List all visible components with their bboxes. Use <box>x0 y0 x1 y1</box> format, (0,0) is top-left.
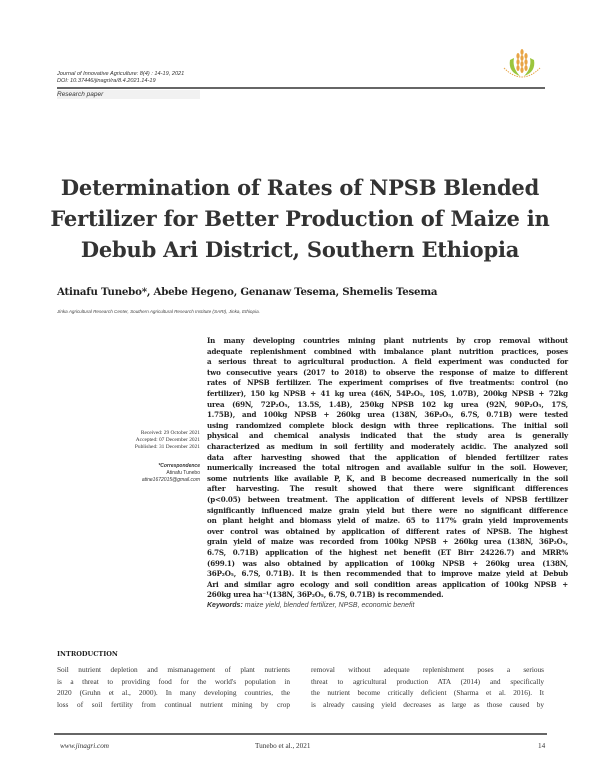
correspondence-email[interactable]: atine1672015@gmail.com <box>141 477 200 483</box>
paper-title: Determination of Rates of NPSB Blended F… <box>40 172 560 265</box>
title-line: Determination of Rates of NPSB Blended <box>60 175 540 200</box>
keywords-label: Keywords: <box>207 602 243 609</box>
abstract-line: In many developing countries mining plan… <box>207 336 568 345</box>
abstract-line: urea (69N, 72P₂O₅, 13.5S, 1.4B), 250kg N… <box>207 399 568 409</box>
abstract-line: after harvesting. The result showed that… <box>207 484 568 494</box>
abstract-line: using randomized complete block design w… <box>207 420 568 430</box>
text-line: Soil nutrient depletion and mismanagemen… <box>57 665 290 674</box>
abstract-line: rates of NPSB fertilizer. The experiment… <box>207 378 568 388</box>
header-rule <box>57 87 545 89</box>
abstract-line: over control was obtained by application… <box>207 526 568 536</box>
abstract-line: two consecutive years (2017 to 2018) to … <box>207 367 568 377</box>
text-line: removal without adequate replenishment p… <box>311 665 544 674</box>
abstract-line: 260kg urea ha⁻¹(138N, 36P₂O₅, 6.7S, 0.71… <box>207 590 444 600</box>
abstract-line: grain yield of maize was recorded from 1… <box>207 537 568 547</box>
title-line: Debub Ari District, Southern Ethiopia <box>80 237 520 262</box>
text-line: is already causing yield decreases as la… <box>311 699 544 709</box>
text-line: the nutrient become critically deficient… <box>311 688 544 697</box>
footer-citation: Tunebo et al., 2021 <box>255 742 311 750</box>
doi: DOI: 10.37446/jinagri/ra/8.4.2021.14-19 <box>57 78 156 84</box>
abstract-line: (p<0.05) between treatment. The applicat… <box>207 495 568 504</box>
text-line: threat to agricultural production ATA (2… <box>311 676 544 686</box>
author-list: Atinafu Tunebo*, Abebe Hegeno, Genanaw T… <box>57 286 438 298</box>
correspondence: *Correspondence Atinafu Tunebo atine1672… <box>142 463 200 484</box>
abstract-line: a serious threat to agricultural product… <box>207 357 568 367</box>
title-line: Fertilizer for Better Production of Maiz… <box>50 206 550 231</box>
footer-website[interactable]: www.jinagri.com <box>60 742 109 750</box>
abstract-line: data after harvesting showed that the ap… <box>207 452 568 462</box>
abstract-line: 6.7S, 0.71B) application of the highest … <box>207 548 568 557</box>
abstract-line: adequate replenishment combined with imb… <box>207 346 568 356</box>
article-dates: Received: 29 October 2021 Accepted: 07 D… <box>135 430 200 451</box>
journal-citation: Journal of Innovative Agriculture: 8(4) … <box>57 71 185 77</box>
keywords-text: maize yield, blended fertilizer, NPSB, e… <box>244 602 415 609</box>
text-line: 2020 (Gruhn et al., 2000). In many devel… <box>57 688 290 697</box>
section-heading-introduction: INTRODUCTION <box>57 650 118 658</box>
text-line: is a threat to providing food for the wo… <box>57 676 290 686</box>
intro-right-column: removal without adequate replenishment p… <box>311 664 544 710</box>
abstract-line: 1.75B), and 100kg NPSB + 260kg urea (138… <box>207 410 568 420</box>
journal-logo <box>503 49 541 78</box>
page-number: 14 <box>538 742 546 750</box>
abstract-line: (699.1) was also obtained by application… <box>207 558 568 568</box>
abstract-line: Ari and similar agro ecology and soil co… <box>207 579 568 589</box>
abstract-line: on plant height and biomass yield of mai… <box>207 516 568 526</box>
intro-left-column: Soil nutrient depletion and mismanagemen… <box>57 664 290 710</box>
abstract-line: characterized as medium in soil fertilit… <box>207 442 568 451</box>
abstract-line: physical and chemical analysis indicated… <box>207 431 568 441</box>
abstract-line: some nutrients like available P, K, and … <box>207 473 568 483</box>
article-type: Research paper <box>57 90 200 99</box>
correspondence-label: *Correspondence <box>158 463 200 469</box>
abstract-line: significantly influenced maize grain yie… <box>207 505 568 515</box>
keywords: Keywords: maize yield, blended fertilize… <box>207 602 414 609</box>
affiliation: Jinka Agricultural Research Center, Sout… <box>57 309 260 314</box>
text-line: loss of soil fertility from continual nu… <box>57 699 290 709</box>
received-date: Received: 29 October 2021 <box>140 430 200 436</box>
abstract-line: numerically increased the total nitrogen… <box>207 463 568 473</box>
published-date: Published: 31 December 2021 <box>134 444 200 450</box>
abstract-line: 36P₂O₅, 6.7S, 0.71B). It is then recomme… <box>207 569 568 579</box>
accepted-date: Accepted: 07 December 2021 <box>135 437 200 443</box>
correspondence-name: Atinafu Tunebo <box>166 470 200 476</box>
footer-rule <box>54 733 547 735</box>
abstract-line: fertilizer), 150 kg NPSB + 41 kg urea (4… <box>207 389 568 398</box>
